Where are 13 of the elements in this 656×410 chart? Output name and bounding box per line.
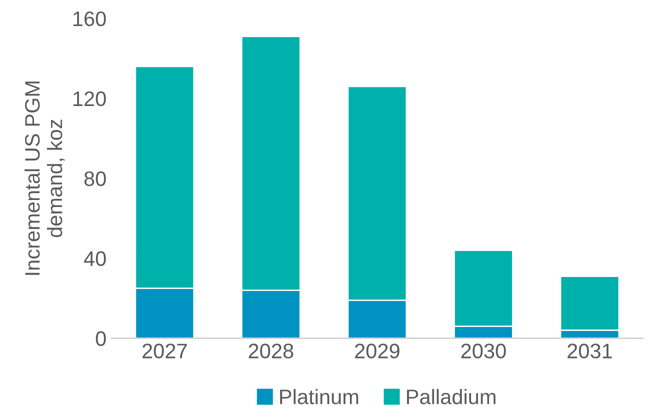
x-tick-label: 2031	[568, 344, 612, 358]
legend-label: Palladium	[407, 388, 496, 404]
y-tick-label: 120	[73, 91, 106, 106]
legend-label: Platinum	[280, 388, 358, 404]
y-axis-title: Incremental US PGM demand, koz	[24, 82, 65, 275]
x-tick-label: 2027	[142, 344, 187, 358]
y-tick-label: 80	[84, 171, 106, 186]
y-tick-label: 0	[96, 331, 106, 346]
x-tick-label: 2028	[248, 344, 294, 358]
y-tick-label: 40	[84, 251, 106, 266]
x-tick-label: 2030	[461, 344, 506, 358]
x-tick-label: 2029	[355, 344, 400, 358]
y-tick-label: 160	[73, 11, 106, 26]
